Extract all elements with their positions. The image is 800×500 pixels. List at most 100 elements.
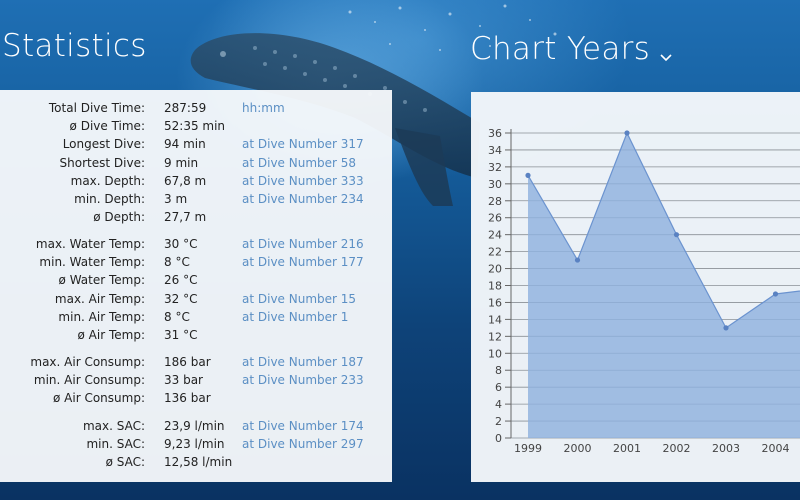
data-point: [525, 172, 531, 178]
stat-row: max. Air Consump: 186 bar at Dive Number 1…: [0, 353, 392, 371]
dive-number-link[interactable]: at Dive Number 333: [242, 173, 364, 188]
stat-row: min. Water Temp: 8 °C at Dive Number 177: [0, 253, 392, 271]
stat-row: min. Air Consump: 33 bar at Dive Number 23…: [0, 371, 392, 389]
x-tick-label: 2000: [564, 442, 592, 455]
stat-value: 12,58 l/min: [164, 455, 233, 470]
stat-value: 9 min: [164, 155, 199, 170]
stat-value: 67,8 m: [164, 173, 207, 188]
stat-value: 186 bar: [164, 355, 211, 369]
stat-value: 8 °C: [164, 309, 190, 324]
dive-number-link[interactable]: at Dive Number 297: [242, 437, 364, 452]
x-tick-label: 2001: [613, 442, 641, 455]
stat-label: min. Air Temp:: [58, 309, 145, 324]
y-tick-label: 6: [495, 381, 502, 394]
dive-number-link[interactable]: at Dive Number 233: [242, 373, 364, 388]
stat-value: 136 bar: [164, 391, 211, 406]
stat-label: ø Air Temp:: [77, 328, 145, 342]
dive-number-link[interactable]: at Dive Number 177: [242, 255, 364, 270]
stat-row: ø Air Consump: 136 bar: [0, 389, 392, 407]
stat-value: 8 °C: [164, 255, 190, 270]
stat-label: ø Water Temp:: [58, 273, 145, 288]
stat-value: 26 °C: [164, 273, 198, 288]
x-tick-label: 2004: [762, 442, 790, 455]
y-tick-label: 12: [488, 330, 502, 343]
dive-number-link[interactable]: at Dive Number 174: [242, 419, 364, 433]
x-tick-label: 1999: [514, 442, 542, 455]
stat-label: max. Water Temp:: [35, 237, 145, 251]
dive-number-link[interactable]: at Dive Number 58: [242, 155, 357, 170]
y-tick-label: 8: [495, 364, 502, 377]
x-tick-label: 2002: [663, 442, 691, 455]
data-point: [624, 130, 630, 136]
stat-row: max. SAC: 23,9 l/min at Dive Number 174: [0, 417, 392, 435]
data-point: [723, 325, 729, 331]
y-tick-label: 34: [488, 144, 502, 157]
stat-row: max. Depth: 67,8 m at Dive Number 333: [0, 172, 392, 190]
stat-row: max. Water Temp: 30 °C at Dive Number 216: [0, 235, 392, 253]
chevron-down-icon: [660, 32, 672, 72]
stat-row: ø Depth: 27,7 m: [0, 208, 392, 226]
stat-label: max. Depth:: [70, 173, 145, 188]
stat-value: 94 min: [164, 137, 206, 152]
stat-value: 27,7 m: [164, 210, 207, 225]
y-tick-label: 14: [488, 313, 502, 326]
area-series: [528, 133, 800, 438]
data-point: [673, 232, 680, 238]
dive-number-link[interactable]: at Dive Number 317: [242, 137, 364, 152]
stat-unit: hh:mm: [242, 101, 285, 115]
dive-number-link[interactable]: at Dive Number 216: [242, 237, 364, 251]
stat-label: min. Depth:: [74, 192, 145, 206]
y-tick-label: 28: [488, 195, 502, 208]
stat-label: max. Air Consump:: [30, 355, 145, 369]
data-point: [574, 257, 581, 263]
stat-row: ø Water Temp: 26 °C: [0, 271, 392, 289]
stat-row: max. Air Temp: 32 °C at Dive Number 15: [0, 290, 392, 308]
dive-number-link[interactable]: at Dive Number 234: [242, 192, 364, 206]
stat-value: 33 bar: [164, 373, 203, 388]
stat-label: ø Dive Time:: [69, 119, 145, 134]
dive-number-link[interactable]: at Dive Number 187: [242, 355, 364, 369]
stat-row: Longest Dive: 94 min at Dive Number 317: [0, 135, 392, 153]
stat-value: 3 m: [164, 192, 188, 206]
statistics-panel: Total Dive Time: 287:59 hh:mm ø Dive Time: 5…: [0, 90, 392, 482]
y-tick-label: 18: [488, 280, 502, 293]
stat-label: max. SAC:: [82, 419, 145, 433]
y-tick-label: 36: [488, 127, 502, 140]
stat-value: 32 °C: [164, 291, 198, 306]
stat-row: ø Dive Time: 52:35 min: [0, 117, 392, 135]
stat-label: ø Air Consump:: [53, 391, 145, 406]
y-tick-label: 2: [495, 415, 502, 428]
stat-row: Total Dive Time: 287:59 hh:mm: [0, 99, 392, 117]
stat-row: Shortest Dive: 9 min at Dive Number 58: [0, 154, 392, 172]
stat-value: 52:35 min: [164, 119, 226, 134]
stat-label: Longest Dive:: [62, 137, 145, 152]
stat-label: Total Dive Time:: [48, 101, 145, 115]
stat-row: ø Air Temp: 31 °C: [0, 326, 392, 344]
y-tick-label: 26: [488, 212, 502, 225]
stat-row: ø SAC: 12,58 l/min: [0, 453, 392, 471]
stat-value: 9,23 l/min: [164, 437, 225, 452]
statistics-title: Statistics: [2, 28, 147, 64]
y-tick-label: 30: [488, 178, 502, 191]
stat-label: min. SAC:: [86, 437, 145, 452]
stat-row: min. Air Temp: 8 °C at Dive Number 1: [0, 308, 392, 326]
x-tick-label: 2003: [712, 442, 740, 455]
stat-label: max. Air Temp:: [54, 291, 145, 306]
stat-label: ø Depth:: [93, 210, 145, 225]
y-tick-label: 16: [488, 296, 502, 309]
stat-label: min. Water Temp:: [39, 255, 145, 270]
y-tick-label: 0: [495, 432, 502, 445]
stat-label: min. Air Consump:: [33, 373, 145, 388]
y-tick-label: 10: [488, 347, 502, 360]
chart-title: Chart Years: [470, 31, 651, 67]
stat-value: 23,9 l/min: [164, 419, 225, 433]
dive-number-link[interactable]: at Dive Number 15: [242, 291, 357, 306]
chart-selector[interactable]: Chart Years: [470, 26, 672, 72]
y-tick-label: 20: [488, 263, 502, 276]
y-tick-label: 32: [488, 161, 502, 174]
stat-row: min. Depth: 3 m at Dive Number 234: [0, 190, 392, 208]
dive-number-link[interactable]: at Dive Number 1: [242, 309, 349, 324]
stat-row: min. SAC: 9,23 l/min at Dive Number 297: [0, 435, 392, 453]
stat-value: 30 °C: [164, 237, 198, 251]
